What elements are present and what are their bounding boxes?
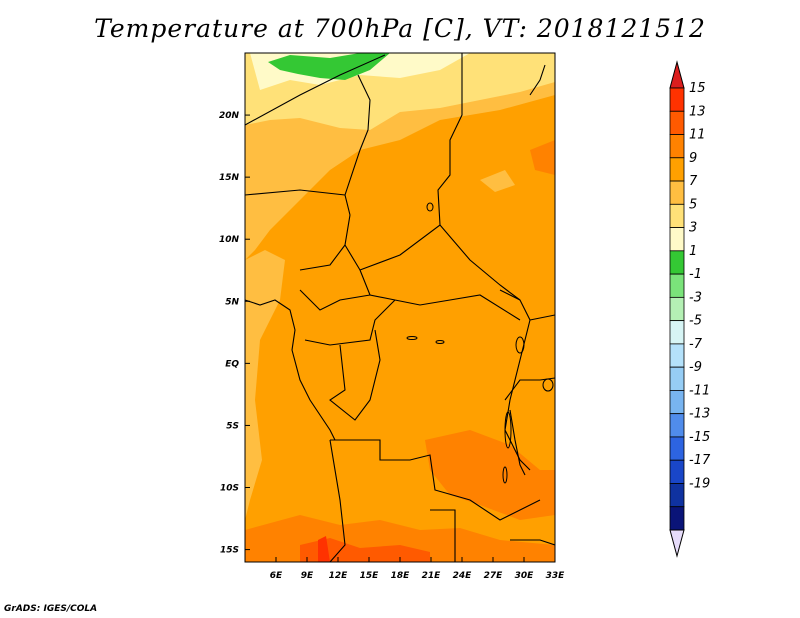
- temperature-field: [245, 53, 555, 562]
- field-1-3: [268, 53, 390, 80]
- y-tick-label: 10S: [220, 484, 239, 494]
- colorbar-label: -15: [689, 430, 710, 445]
- field-7-9-west: [245, 250, 285, 520]
- colorbar-swatch: [669, 483, 685, 508]
- colorbar-swatch: [669, 157, 685, 182]
- x-tick-label: 30E: [515, 571, 535, 581]
- colorbar-label: 7: [689, 174, 698, 189]
- colorbar-swatch: [669, 87, 685, 112]
- colorbar-bottom-arrow: [669, 529, 685, 558]
- y-tick-label: 20N: [219, 111, 240, 121]
- colorbar-swatch: [669, 366, 685, 391]
- map-title: Temperature at 700hPa [C], VT: 201812151…: [94, 14, 706, 43]
- colorbar-swatch: [669, 203, 685, 228]
- x-tick-label: 27E: [484, 571, 504, 581]
- country-borders: [245, 53, 555, 562]
- y-tick-label: 5N: [225, 297, 239, 307]
- field-15-plus: [318, 536, 330, 562]
- field-7-9-patch: [480, 170, 515, 192]
- colorbar-label: -11: [689, 383, 710, 398]
- colorbar-label: 13: [689, 104, 706, 119]
- y-tick-label: EQ: [225, 359, 239, 369]
- colorbar-swatch: [669, 320, 685, 345]
- y-tick-label: 15N: [219, 173, 240, 183]
- colorbar-label: 5: [689, 197, 697, 212]
- x-tick-label: 12E: [329, 571, 349, 581]
- colorbar: 15 13 11 9 7 5 3 1 -1 -3 -5 -7 -9 -11 -13 -15 -17 -19: [669, 60, 711, 558]
- colorbar-label: 3: [689, 221, 697, 236]
- x-tick-label: 24E: [453, 571, 473, 581]
- colorbar-swatch: [669, 227, 685, 252]
- y-tick-label: 10N: [219, 235, 240, 245]
- colorbar-swatch: [669, 436, 685, 461]
- colorbar-swatch: [669, 343, 685, 368]
- field-11-13-se: [425, 430, 555, 520]
- colorbar-label: -19: [689, 477, 710, 492]
- x-tick-label: 33E: [546, 571, 566, 581]
- colorbar-label: 1: [689, 244, 697, 259]
- x-tick-label: 6E: [270, 571, 283, 581]
- grads-credit: GrADS: IGES/COLA: [4, 604, 98, 614]
- y-axis: 15S 10S 5S EQ 5N 10N 15N 20N: [219, 111, 250, 556]
- colorbar-swatch: [669, 273, 685, 298]
- colorbar-swatch: [669, 506, 685, 531]
- colorbar-swatch: [669, 296, 685, 322]
- colorbar-swatch: [669, 459, 685, 484]
- colorbar-swatch: [669, 110, 685, 135]
- colorbar-swatch: [669, 390, 685, 415]
- colorbar-top-arrow: [669, 60, 685, 89]
- colorbar-label: -5: [689, 314, 702, 329]
- colorbar-label: -9: [689, 360, 702, 375]
- colorbar-swatch: [669, 413, 685, 438]
- colorbar-label: -7: [689, 337, 703, 352]
- colorbar-label: -17: [689, 453, 711, 468]
- colorbar-label: -3: [689, 290, 702, 305]
- y-tick-label: 15S: [220, 546, 239, 556]
- y-tick-label: 5S: [226, 421, 239, 431]
- colorbar-label: -13: [689, 407, 710, 422]
- x-axis: 6E 9E 12E 15E 18E 21E 24E 27E 30E 33E: [270, 557, 565, 581]
- colorbar-label: 15: [689, 81, 706, 96]
- colorbar-swatch: [669, 250, 685, 275]
- colorbar-label: 9: [689, 151, 697, 166]
- x-tick-label: 15E: [360, 571, 380, 581]
- x-tick-label: 21E: [422, 571, 442, 581]
- field-13-15: [300, 538, 430, 562]
- x-tick-label: 18E: [391, 571, 411, 581]
- colorbar-swatch: [669, 180, 685, 205]
- lakes: [406, 202, 554, 484]
- x-tick-label: 9E: [301, 571, 314, 581]
- field-11-13-ne: [530, 140, 555, 175]
- colorbar-label: 11: [689, 128, 706, 143]
- colorbar-swatch: [669, 134, 685, 159]
- colorbar-label: -1: [689, 267, 702, 282]
